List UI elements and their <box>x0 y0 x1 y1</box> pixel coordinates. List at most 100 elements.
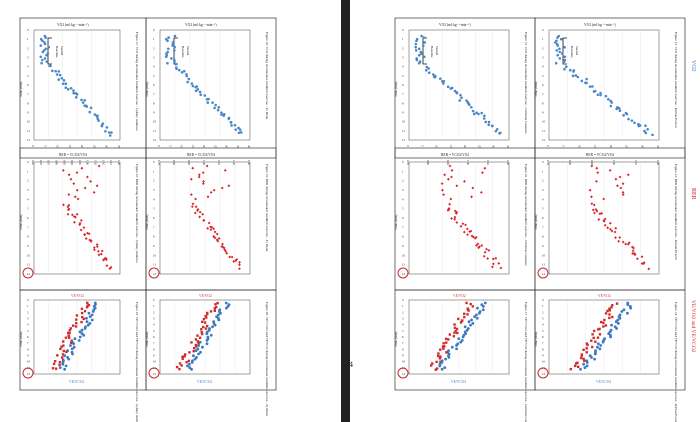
data-point-vo2 <box>591 345 594 349</box>
data-point <box>237 131 241 135</box>
data-point-vco2 <box>85 316 88 320</box>
data-point-vo2 <box>452 335 456 338</box>
tick-label: 2 <box>27 310 29 314</box>
tick-label: 10 <box>402 120 406 124</box>
tick-label: 1 <box>402 37 404 41</box>
axis-title: Time (min) <box>145 215 149 230</box>
data-point-vco2 <box>590 356 593 359</box>
data-point-vo2 <box>75 318 78 321</box>
data-point-vo2 <box>188 351 191 354</box>
data-point-vo2 <box>437 352 440 355</box>
data-point <box>164 55 168 59</box>
data-point-vco2 <box>625 311 629 315</box>
tick-label: 7 <box>27 341 29 345</box>
baseline-label: Baseline <box>181 46 185 58</box>
data-point <box>422 55 426 59</box>
tick-label: 7 <box>542 92 544 96</box>
data-point <box>427 67 430 70</box>
data-point <box>80 166 84 170</box>
figure-caption: Figure 23. VE/VCO2 and VE/VO2 during inc… <box>135 302 139 422</box>
tick-label: 0 <box>27 160 29 164</box>
tick-label: 10 <box>402 253 406 257</box>
data-point <box>585 81 588 85</box>
axis-title: Time (min) <box>145 332 149 347</box>
heading-vo2: VO2 <box>690 60 696 72</box>
tick-label: 11 <box>542 129 545 133</box>
data-point-vo2 <box>81 315 84 319</box>
figure-caption: Figure 12. VO2 during incremental treadm… <box>674 32 678 128</box>
data-point-vo2 <box>69 327 72 330</box>
data-point <box>599 93 602 97</box>
highlight-circle <box>397 367 409 379</box>
tick-label: 1.20 <box>656 160 659 165</box>
left-page: VO2 (ml·kg⁻¹·min⁻¹)0 5 10 15 20 25 30 350123456… <box>19 17 277 422</box>
data-point <box>448 202 452 206</box>
data-point <box>170 57 173 60</box>
data-point <box>606 226 610 230</box>
data-point <box>455 184 459 188</box>
right-page: VO2 (ml·kg⁻¹·min⁻¹)0 5 10 15 20 25 30 350123456… <box>394 17 686 422</box>
data-point <box>603 223 607 227</box>
tick-label: 4 <box>402 323 404 327</box>
axis-title: VO2 (ml·kg⁻¹·min⁻¹) <box>185 23 217 27</box>
data-point <box>83 232 87 236</box>
data-point <box>464 223 467 227</box>
tick-label: 3 <box>27 56 29 60</box>
data-point-vco2 <box>457 337 461 341</box>
data-point <box>615 107 618 111</box>
tick-label: 3 <box>402 188 404 192</box>
data-point-vo2 <box>471 305 475 308</box>
tick-label: 10 <box>153 253 157 257</box>
tick-label: 0 <box>402 160 404 164</box>
data-point <box>453 215 457 219</box>
data-point-vo2 <box>602 321 605 325</box>
figure-border <box>145 289 277 391</box>
data-point <box>61 169 65 172</box>
tick-label: 0.70 <box>157 160 160 165</box>
data-point-vco2 <box>64 364 68 368</box>
tick-label: 15 <box>449 145 453 149</box>
data-point-vco2 <box>620 310 624 313</box>
tick-label: 9 <box>27 354 29 358</box>
data-point <box>459 224 463 228</box>
tick-label: 0 <box>31 145 35 147</box>
data-point <box>477 246 480 250</box>
data-point <box>70 213 74 217</box>
tick-label: 1.00 <box>86 160 89 165</box>
data-point-vo2 <box>445 351 448 354</box>
data-point <box>167 36 170 39</box>
data-point <box>609 99 612 103</box>
data-point <box>483 114 486 118</box>
data-point <box>191 166 195 170</box>
data-point-vo2 <box>611 304 614 307</box>
data-point-vo2 <box>608 313 611 316</box>
axis-title: VE/VO2 <box>71 294 84 298</box>
data-point <box>433 75 437 79</box>
data-point <box>619 186 623 190</box>
tick-label: 1 <box>153 37 155 41</box>
data-point <box>212 188 216 192</box>
data-point <box>41 58 44 62</box>
data-point-vco2 <box>614 320 618 324</box>
data-point-vco2 <box>191 354 195 358</box>
data-point <box>466 233 469 236</box>
data-point-vco2 <box>70 347 74 351</box>
data-point <box>644 131 648 135</box>
axis-title: Time (min) <box>145 82 149 97</box>
data-point <box>480 171 484 174</box>
data-point <box>431 73 435 76</box>
data-point-vco2 <box>72 342 76 346</box>
data-point-vo2 <box>453 331 456 334</box>
data-point <box>213 106 216 110</box>
data-point <box>174 62 178 66</box>
data-point <box>482 117 486 120</box>
data-point <box>608 169 612 172</box>
figure-caption: Figure 22. RER during incremental treadm… <box>135 164 139 264</box>
data-point <box>194 89 198 93</box>
tick-label: 4 <box>27 323 29 327</box>
tick-label: 1 <box>153 169 155 173</box>
tick-label: 0 <box>153 28 155 32</box>
data-point <box>632 246 635 250</box>
tick-label: 6 <box>153 216 155 220</box>
tick-label: 4 <box>402 197 404 201</box>
